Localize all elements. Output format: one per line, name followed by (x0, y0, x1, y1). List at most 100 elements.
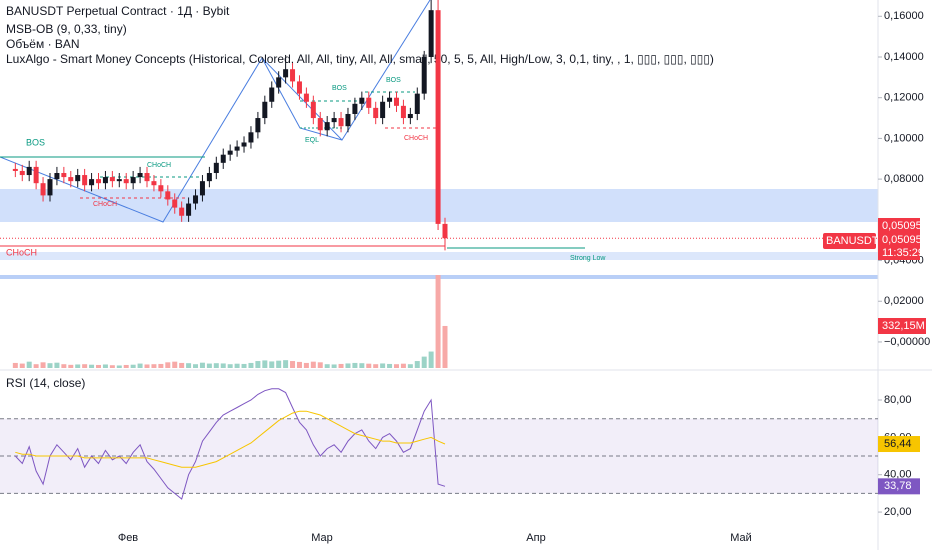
x-tick-label: Мар (311, 532, 333, 544)
price-label: 0,05095 (882, 220, 922, 232)
candle-body (68, 177, 74, 182)
chart-title: BANUSDT Perpetual Contract · 1Д · Bybit (6, 4, 230, 18)
candle-body (414, 93, 420, 114)
price-box (878, 218, 920, 233)
candle-body (158, 185, 164, 192)
candle-body (54, 173, 60, 180)
candle-body (206, 173, 212, 182)
volume-bar (276, 360, 282, 368)
candle-body (109, 177, 115, 182)
candle-body (407, 113, 413, 119)
candle-body (61, 173, 67, 178)
volume-bar (165, 362, 171, 368)
volume-bar (33, 364, 39, 368)
y-tick-label: 20,00 (884, 506, 912, 518)
volume-bar (109, 365, 115, 368)
candle-body (82, 175, 88, 186)
candle-body (40, 183, 46, 196)
volume-bar (68, 364, 74, 368)
volume-bar (89, 364, 95, 368)
candle-body (137, 173, 143, 178)
volume-bar (82, 364, 88, 368)
candle-body (435, 10, 441, 224)
candle-body (428, 10, 434, 57)
volume-bar (255, 361, 261, 368)
candle-body (75, 175, 81, 182)
volume-bar (102, 364, 108, 368)
volume-bar (345, 363, 351, 368)
volume-bar (393, 364, 399, 368)
candle-body (442, 223, 448, 239)
volume-bar (400, 363, 406, 368)
candle-body (345, 113, 351, 127)
candle-body (151, 181, 157, 186)
volume-bar (220, 363, 226, 368)
candle-body (89, 179, 95, 186)
value-label: 56,44 (884, 438, 912, 450)
price-label: 0,05095 (882, 234, 922, 246)
candle-body (324, 122, 330, 131)
candle-body (338, 118, 344, 127)
rsi-band (0, 418, 878, 494)
candle-body (26, 166, 32, 176)
candle-body (393, 97, 399, 106)
volume-bar (317, 362, 323, 368)
candle-body (290, 69, 296, 82)
rsi-background (0, 418, 878, 494)
annotation: CHoCH (404, 135, 428, 142)
indicator-label: MSB-OB (9, 0,33, tiny) (6, 22, 127, 36)
volume-bar (12, 362, 18, 368)
volume-bar (324, 364, 330, 368)
candle-body (116, 179, 122, 182)
volume-bar (199, 362, 205, 368)
candle-body (234, 146, 240, 151)
volume-bar (151, 364, 157, 368)
candle-body (248, 132, 254, 143)
candle-body (276, 77, 282, 88)
candle-body (387, 97, 393, 102)
value-box (878, 478, 920, 495)
volume-bar (172, 361, 178, 368)
y-tick-label: 0,14000 (884, 51, 924, 63)
candle-body (380, 101, 386, 119)
candle-body (241, 142, 247, 147)
candle-body (283, 69, 289, 78)
volume-bar (186, 363, 192, 368)
volume-bar (373, 364, 379, 368)
annotation: BOS (332, 85, 347, 92)
candle-body (366, 97, 372, 108)
volume-bar (442, 325, 448, 368)
candle-body (310, 101, 316, 119)
candle-body (352, 103, 358, 114)
candle-body (220, 154, 226, 163)
candle-body (359, 97, 365, 104)
candle-body (186, 203, 192, 216)
volume-bar (158, 363, 164, 368)
annotation: Strong Low (570, 255, 606, 262)
countdown: 11:35:29 (882, 247, 924, 259)
candle-body (33, 166, 39, 184)
y-tick-label: 40,00 (884, 469, 912, 481)
volume-bar (241, 363, 247, 368)
candle-body (179, 207, 185, 216)
candle-body (130, 177, 136, 184)
volume-bar (61, 364, 67, 368)
volume-bar (428, 351, 434, 368)
volume-bar (331, 364, 337, 368)
y-tick-label: 0,16000 (884, 10, 924, 22)
volume-bar (234, 363, 240, 368)
volume-bar (40, 362, 46, 368)
candle-body (373, 107, 379, 119)
candle-body (317, 118, 323, 131)
candle-body (213, 162, 219, 174)
candle-body (19, 170, 25, 176)
volume-bar (387, 363, 393, 368)
annotation: EQL (305, 137, 319, 144)
candle-body (296, 81, 302, 94)
volume-bar (206, 363, 212, 368)
y-tick-label: −0,00000 (884, 336, 930, 348)
value-label: 33,78 (884, 480, 912, 492)
x-tick-label: Апр (526, 532, 545, 544)
candle-body (47, 179, 53, 196)
annotation: CHoCH (147, 162, 171, 169)
